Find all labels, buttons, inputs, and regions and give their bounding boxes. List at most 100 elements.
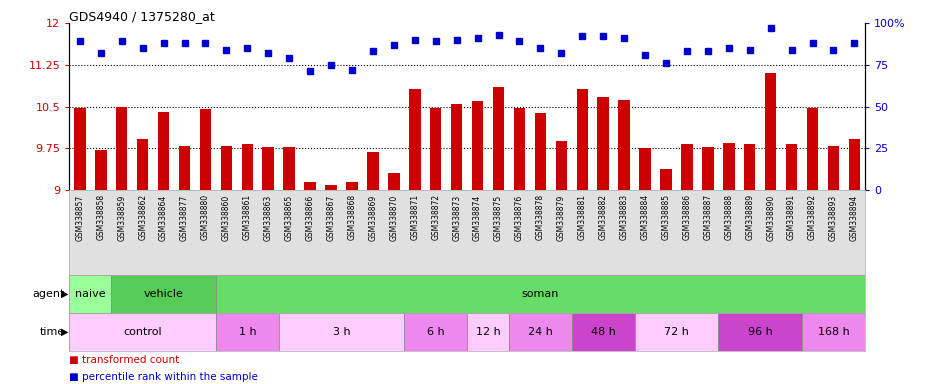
Bar <box>848 139 860 190</box>
Text: GSM338866: GSM338866 <box>305 194 314 240</box>
Bar <box>472 101 484 190</box>
Text: 48 h: 48 h <box>591 327 616 337</box>
Text: 12 h: 12 h <box>475 327 500 337</box>
Bar <box>221 146 232 190</box>
Text: soman: soman <box>522 289 559 299</box>
Bar <box>719 313 802 351</box>
Bar <box>572 313 635 351</box>
Text: GSM338881: GSM338881 <box>578 194 586 240</box>
Bar <box>802 313 865 351</box>
Text: GSM338884: GSM338884 <box>641 194 649 240</box>
Bar <box>681 144 693 190</box>
Bar <box>576 89 588 190</box>
Text: GSM338891: GSM338891 <box>787 194 796 240</box>
Bar <box>111 275 216 313</box>
Bar <box>69 313 216 351</box>
Bar <box>556 141 567 190</box>
Text: GDS4940 / 1375280_at: GDS4940 / 1375280_at <box>69 10 216 23</box>
Bar <box>200 109 211 190</box>
Bar <box>95 150 106 190</box>
Bar <box>509 313 572 351</box>
Bar <box>241 144 253 190</box>
Text: 6 h: 6 h <box>427 327 445 337</box>
Text: GSM338894: GSM338894 <box>850 194 859 240</box>
Text: vehicle: vehicle <box>143 289 183 299</box>
Text: GSM338868: GSM338868 <box>348 194 356 240</box>
Text: GSM338878: GSM338878 <box>536 194 545 240</box>
Text: 96 h: 96 h <box>747 327 772 337</box>
Text: GSM338870: GSM338870 <box>389 194 399 240</box>
Text: GSM338877: GSM338877 <box>180 194 189 240</box>
Text: control: control <box>123 327 162 337</box>
Text: GSM338880: GSM338880 <box>201 194 210 240</box>
Text: GSM338860: GSM338860 <box>222 194 231 240</box>
Bar <box>430 108 441 190</box>
Text: GSM338886: GSM338886 <box>683 194 691 240</box>
Bar <box>216 275 865 313</box>
Text: GSM338893: GSM338893 <box>829 194 838 240</box>
Text: GSM338875: GSM338875 <box>494 194 503 240</box>
Bar <box>639 148 651 190</box>
Bar <box>765 73 776 190</box>
Text: GSM338865: GSM338865 <box>285 194 293 240</box>
Bar <box>137 139 148 190</box>
Bar <box>346 182 358 190</box>
Bar <box>283 147 295 190</box>
Text: GSM338863: GSM338863 <box>264 194 273 240</box>
Bar <box>74 108 86 190</box>
Text: GSM338889: GSM338889 <box>746 194 754 240</box>
Text: 3 h: 3 h <box>333 327 351 337</box>
Text: GSM338874: GSM338874 <box>473 194 482 240</box>
Bar <box>69 275 111 313</box>
Bar <box>535 113 546 190</box>
Text: naive: naive <box>75 289 105 299</box>
Text: 24 h: 24 h <box>528 327 553 337</box>
Text: GSM338869: GSM338869 <box>368 194 377 240</box>
Bar <box>493 87 504 190</box>
Text: GSM338890: GSM338890 <box>766 194 775 240</box>
Bar <box>304 182 315 190</box>
Text: GSM338892: GSM338892 <box>808 194 817 240</box>
Bar <box>216 313 278 351</box>
Text: GSM338864: GSM338864 <box>159 194 168 240</box>
Bar <box>388 173 400 190</box>
Text: ▶: ▶ <box>61 327 68 337</box>
Bar <box>723 143 734 190</box>
Bar <box>807 108 819 190</box>
Bar <box>598 96 609 190</box>
Text: agent: agent <box>32 289 65 299</box>
Text: GSM338862: GSM338862 <box>138 194 147 240</box>
Bar <box>158 112 169 190</box>
Text: ▶: ▶ <box>61 289 68 299</box>
Bar <box>744 144 756 190</box>
Bar <box>635 313 719 351</box>
Text: GSM338857: GSM338857 <box>75 194 84 240</box>
Text: ■ transformed count: ■ transformed count <box>69 356 179 366</box>
Bar <box>116 107 128 190</box>
Bar <box>326 185 337 190</box>
Bar <box>660 169 672 190</box>
Bar <box>278 313 404 351</box>
Bar <box>619 100 630 190</box>
Text: GSM338871: GSM338871 <box>411 194 419 240</box>
Bar <box>513 108 525 190</box>
Text: GSM338872: GSM338872 <box>431 194 440 240</box>
Bar <box>786 144 797 190</box>
Text: GSM338882: GSM338882 <box>598 194 608 240</box>
Text: GSM338879: GSM338879 <box>557 194 566 240</box>
Text: GSM338876: GSM338876 <box>515 194 524 240</box>
Bar <box>263 147 274 190</box>
Text: 1 h: 1 h <box>239 327 256 337</box>
Bar <box>467 313 509 351</box>
Bar <box>828 146 839 190</box>
Text: GSM338873: GSM338873 <box>452 194 462 240</box>
Text: ■ percentile rank within the sample: ■ percentile rank within the sample <box>69 372 258 382</box>
Text: GSM338858: GSM338858 <box>96 194 105 240</box>
Bar <box>179 146 191 190</box>
Bar <box>409 89 421 190</box>
Text: GSM338867: GSM338867 <box>327 194 336 240</box>
Text: 168 h: 168 h <box>818 327 849 337</box>
Text: 72 h: 72 h <box>664 327 689 337</box>
Bar <box>450 104 462 190</box>
Bar <box>702 147 713 190</box>
